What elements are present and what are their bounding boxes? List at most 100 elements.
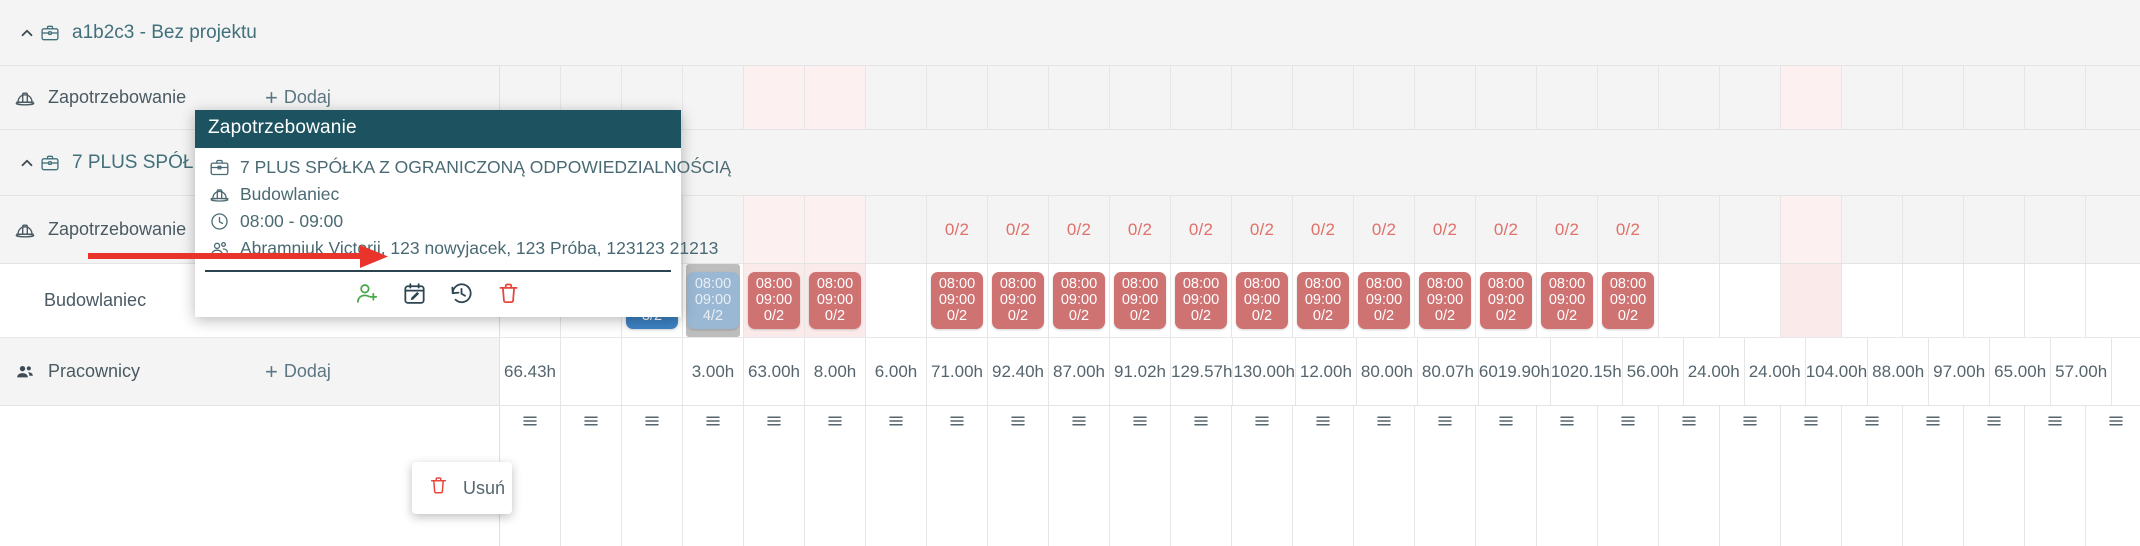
- shift-cell[interactable]: [1720, 264, 1781, 337]
- shift-cell[interactable]: [866, 264, 927, 337]
- demand-cell[interactable]: [1842, 196, 1903, 263]
- demand-cell[interactable]: [1171, 66, 1232, 129]
- demand-cell[interactable]: [622, 66, 683, 129]
- history-icon[interactable]: [449, 281, 474, 306]
- shift-chip[interactable]: 08:00 09:00 0/2: [1236, 272, 1288, 329]
- shift-cell[interactable]: [1964, 264, 2025, 337]
- shift-chip[interactable]: 08:00 09:00 0/2: [1541, 272, 1593, 329]
- demand-cell[interactable]: 0/2: [988, 196, 1049, 263]
- shift-cell[interactable]: 08:00 09:00 0/2: [1110, 264, 1171, 337]
- add-staff-button[interactable]: + Dodaj: [265, 360, 331, 383]
- chevron-up-icon[interactable]: [14, 20, 40, 46]
- demand-cell[interactable]: [805, 66, 866, 129]
- add-demand-button-1[interactable]: + Dodaj: [265, 86, 331, 109]
- shift-cell[interactable]: [1903, 264, 1964, 337]
- demand-cell[interactable]: [866, 66, 927, 129]
- shift-cell[interactable]: 08:00 09:00 0/2: [1537, 264, 1598, 337]
- shift-chip[interactable]: 08:00 09:00 0/2: [1053, 272, 1105, 329]
- shift-chip[interactable]: 08:00 09:00 0/2: [931, 272, 983, 329]
- column-menu-button[interactable]: [1720, 406, 1781, 546]
- demand-cell[interactable]: 0/2: [1415, 196, 1476, 263]
- shift-chip[interactable]: 08:00 09:00 0/2: [1419, 272, 1471, 329]
- demand-cell[interactable]: 0/2: [1232, 196, 1293, 263]
- demand-cell[interactable]: [1903, 66, 1964, 129]
- shift-cell[interactable]: 08:00 09:00 0/2: [805, 264, 866, 337]
- shift-chip[interactable]: 08:00 09:00 0/2: [809, 272, 861, 329]
- shift-cell[interactable]: [1842, 264, 1903, 337]
- shift-chip[interactable]: 08:00 09:00 0/2: [1175, 272, 1227, 329]
- column-menu-button[interactable]: [1415, 406, 1476, 546]
- demand-cell[interactable]: [683, 196, 744, 263]
- column-menu-button[interactable]: [988, 406, 1049, 546]
- shift-cell[interactable]: [1659, 264, 1720, 337]
- demand-cell[interactable]: 0/2: [1171, 196, 1232, 263]
- context-menu-item-delete[interactable]: Usuń: [412, 469, 512, 507]
- column-menu-button[interactable]: [2025, 406, 2086, 546]
- demand-cell[interactable]: [1293, 66, 1354, 129]
- column-menu-button[interactable]: [1537, 406, 1598, 546]
- demand-cell[interactable]: 0/2: [1476, 196, 1537, 263]
- add-person-icon[interactable]: [355, 281, 380, 306]
- column-menu-button[interactable]: [683, 406, 744, 546]
- column-menu-button[interactable]: [866, 406, 927, 546]
- demand-cell[interactable]: [2086, 196, 2140, 263]
- column-menu-button[interactable]: [1293, 406, 1354, 546]
- shift-chip[interactable]: 08:00 09:00 0/2: [1358, 272, 1410, 329]
- shift-cell[interactable]: 08:00 09:00 0/2: [988, 264, 1049, 337]
- shift-cell[interactable]: 08:00 09:00 0/2: [1476, 264, 1537, 337]
- shift-cell[interactable]: 08:00 09:00 0/2: [1232, 264, 1293, 337]
- demand-cell[interactable]: [805, 196, 866, 263]
- demand-cell[interactable]: [1842, 66, 1903, 129]
- column-menu-button[interactable]: [1232, 406, 1293, 546]
- shift-cell[interactable]: 08:00 09:00 0/2: [1415, 264, 1476, 337]
- shift-cell[interactable]: 08:00 09:00 0/2: [744, 264, 805, 337]
- demand-cell[interactable]: [1964, 66, 2025, 129]
- shift-chip[interactable]: 08:00 09:00 0/2: [1297, 272, 1349, 329]
- demand-cell[interactable]: 0/2: [1110, 196, 1171, 263]
- column-menu-button[interactable]: [1598, 406, 1659, 546]
- demand-cell[interactable]: 0/2: [1293, 196, 1354, 263]
- column-menu-button[interactable]: [1171, 406, 1232, 546]
- demand-cell[interactable]: [2086, 66, 2140, 129]
- demand-cell[interactable]: [1720, 196, 1781, 263]
- shift-chip[interactable]: 08:00 09:00 0/2: [992, 272, 1044, 329]
- shift-cell[interactable]: [2086, 264, 2140, 337]
- demand-cell[interactable]: [1110, 66, 1171, 129]
- demand-cell[interactable]: [1720, 66, 1781, 129]
- calendar-edit-icon[interactable]: [402, 281, 427, 306]
- column-menu-button[interactable]: [927, 406, 988, 546]
- project-group-row-1[interactable]: a1b2c3 - Bez projektu: [0, 0, 2140, 66]
- demand-cell[interactable]: [1476, 66, 1537, 129]
- demand-cell[interactable]: 0/2: [1598, 196, 1659, 263]
- column-menu-button[interactable]: [622, 406, 683, 546]
- demand-cell[interactable]: [1049, 66, 1110, 129]
- column-menu-button[interactable]: [1049, 406, 1110, 546]
- demand-cell[interactable]: [2025, 66, 2086, 129]
- shift-chip[interactable]: 08:00 09:00 4/2: [687, 272, 739, 329]
- shift-cell[interactable]: 08:00 09:00 4/2: [683, 264, 744, 337]
- demand-cell[interactable]: 0/2: [1537, 196, 1598, 263]
- demand-cell[interactable]: [1232, 66, 1293, 129]
- shift-chip[interactable]: 08:00 09:00 0/2: [1602, 272, 1654, 329]
- demand-cell[interactable]: [561, 66, 622, 129]
- demand-cell[interactable]: [1537, 66, 1598, 129]
- shift-chip[interactable]: 08:00 09:00 0/2: [1480, 272, 1532, 329]
- demand-cell[interactable]: [866, 196, 927, 263]
- demand-cell[interactable]: [1781, 66, 1842, 129]
- shift-cell[interactable]: 08:00 09:00 0/2: [1293, 264, 1354, 337]
- demand-cell[interactable]: 0/2: [927, 196, 988, 263]
- demand-cell[interactable]: [683, 66, 744, 129]
- demand-cell[interactable]: [2025, 196, 2086, 263]
- demand-cell[interactable]: [1415, 66, 1476, 129]
- demand-cell[interactable]: [622, 196, 683, 263]
- shift-cell[interactable]: 08:00 09:00 0/2: [927, 264, 988, 337]
- shift-cell[interactable]: [1781, 264, 1842, 337]
- chevron-up-icon[interactable]: [14, 150, 40, 176]
- demand-cell[interactable]: [744, 196, 805, 263]
- demand-cell[interactable]: [1598, 66, 1659, 129]
- column-menu-button[interactable]: [744, 406, 805, 546]
- column-menu-button[interactable]: [1110, 406, 1171, 546]
- column-menu-button[interactable]: [500, 406, 561, 546]
- demand-cell[interactable]: [744, 66, 805, 129]
- demand-cell[interactable]: [1659, 66, 1720, 129]
